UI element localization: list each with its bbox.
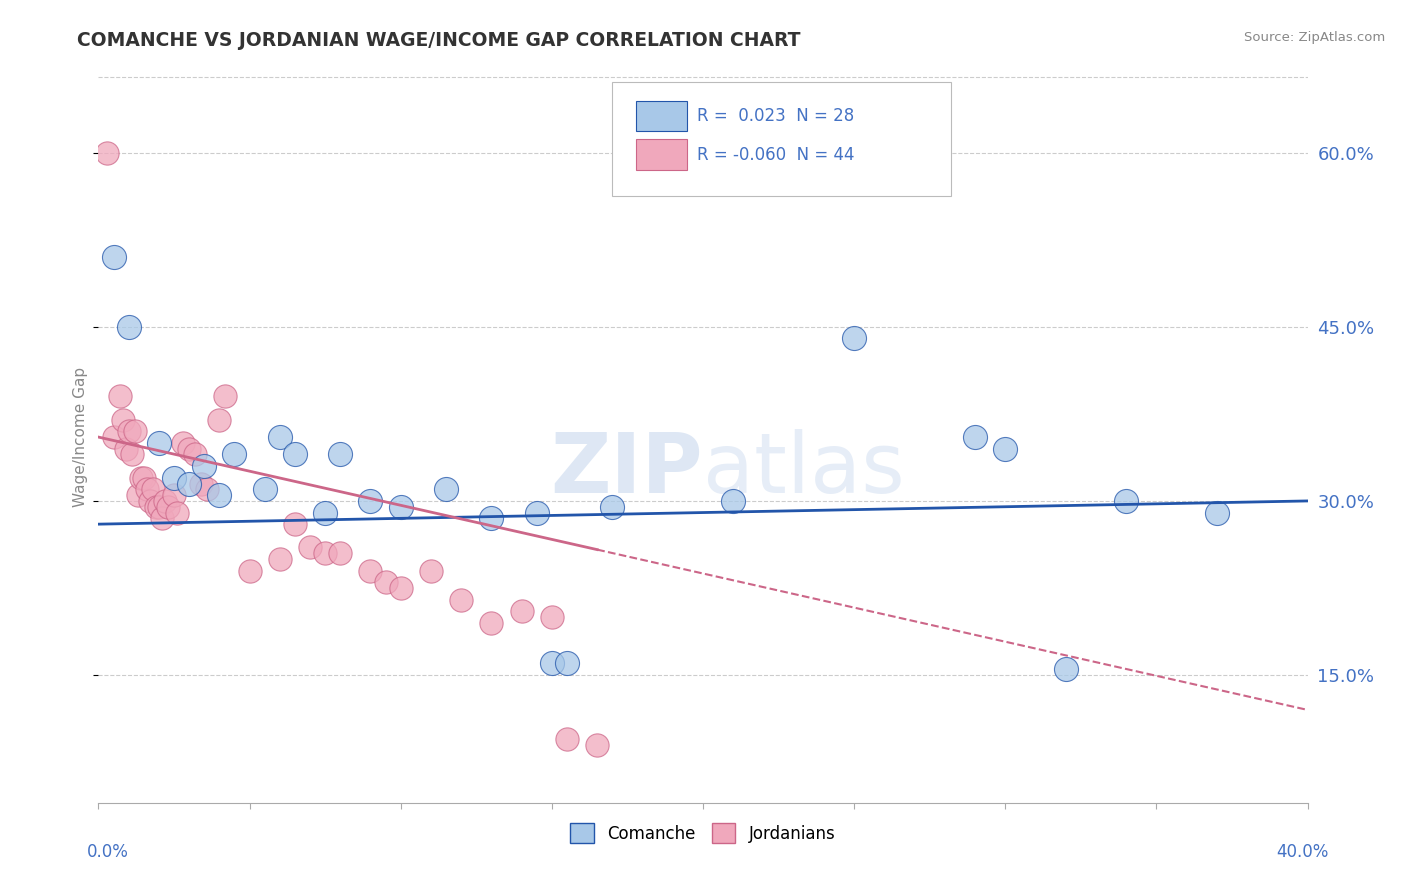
Text: ZIP: ZIP [551, 429, 703, 510]
Point [540, 610, 562, 624]
Point [127, 488, 149, 502]
Point [389, 500, 412, 514]
Text: 0.0%: 0.0% [87, 843, 129, 861]
Point [602, 500, 624, 514]
Point [844, 331, 866, 345]
Point [108, 389, 131, 403]
Point [253, 483, 276, 497]
Point [172, 436, 194, 450]
FancyBboxPatch shape [637, 139, 688, 170]
Point [269, 552, 291, 566]
Text: atlas: atlas [703, 429, 904, 510]
Point [723, 494, 745, 508]
Point [389, 581, 412, 595]
Point [314, 506, 336, 520]
Text: Source: ZipAtlas.com: Source: ZipAtlas.com [1244, 31, 1385, 45]
Point [118, 424, 141, 438]
Point [269, 430, 291, 444]
Point [184, 448, 207, 462]
Point [314, 546, 336, 560]
Point [124, 424, 146, 438]
Point [193, 459, 215, 474]
Point [586, 738, 609, 752]
Point [190, 476, 212, 491]
Point [555, 657, 578, 671]
Point [481, 615, 503, 630]
Point [1115, 494, 1137, 508]
FancyBboxPatch shape [637, 101, 688, 131]
Point [129, 471, 152, 485]
Point [360, 564, 382, 578]
Point [103, 430, 125, 444]
Point [103, 250, 125, 264]
Point [208, 488, 231, 502]
Point [1054, 662, 1077, 676]
Point [965, 430, 987, 444]
Point [239, 564, 262, 578]
Point [118, 319, 141, 334]
Point [540, 657, 562, 671]
Point [434, 483, 457, 497]
Point [145, 500, 167, 514]
Point [329, 448, 352, 462]
Point [374, 575, 396, 590]
Point [132, 471, 155, 485]
Point [214, 389, 236, 403]
Point [329, 546, 352, 560]
Point [111, 412, 134, 426]
Point [450, 592, 472, 607]
Point [150, 511, 173, 525]
Point [156, 500, 179, 514]
Point [555, 731, 578, 746]
Point [163, 471, 186, 485]
Point [360, 494, 382, 508]
Point [481, 511, 503, 525]
Y-axis label: Wage/Income Gap: Wage/Income Gap [73, 367, 87, 508]
Point [148, 500, 170, 514]
Point [121, 448, 143, 462]
Point [96, 145, 118, 160]
Point [163, 488, 186, 502]
Point [179, 442, 201, 456]
Point [179, 476, 201, 491]
Point [420, 564, 443, 578]
Point [526, 506, 548, 520]
Point [284, 517, 307, 532]
Point [166, 506, 188, 520]
Legend: Comanche, Jordanians: Comanche, Jordanians [564, 817, 842, 849]
Point [1206, 506, 1229, 520]
Text: 40.0%: 40.0% [1277, 843, 1329, 861]
Point [114, 442, 136, 456]
Point [142, 483, 165, 497]
Text: R =  0.023  N = 28: R = 0.023 N = 28 [697, 107, 855, 125]
Point [195, 483, 218, 497]
Point [148, 436, 170, 450]
Text: COMANCHE VS JORDANIAN WAGE/INCOME GAP CORRELATION CHART: COMANCHE VS JORDANIAN WAGE/INCOME GAP CO… [77, 31, 801, 50]
Point [510, 604, 533, 618]
Text: R = -0.060  N = 44: R = -0.060 N = 44 [697, 145, 855, 164]
Point [224, 448, 246, 462]
Point [994, 442, 1017, 456]
Point [153, 494, 176, 508]
Point [284, 448, 307, 462]
Point [299, 541, 322, 555]
Point [135, 483, 157, 497]
FancyBboxPatch shape [613, 82, 950, 195]
Point [139, 494, 162, 508]
Point [208, 412, 231, 426]
